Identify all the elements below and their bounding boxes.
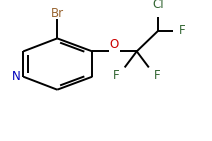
Text: Br: Br xyxy=(51,6,64,20)
Text: N: N xyxy=(12,70,21,83)
Text: F: F xyxy=(113,69,120,82)
Text: Cl: Cl xyxy=(152,0,164,12)
Text: O: O xyxy=(110,38,119,51)
Text: F: F xyxy=(179,24,186,38)
Text: F: F xyxy=(154,69,161,82)
